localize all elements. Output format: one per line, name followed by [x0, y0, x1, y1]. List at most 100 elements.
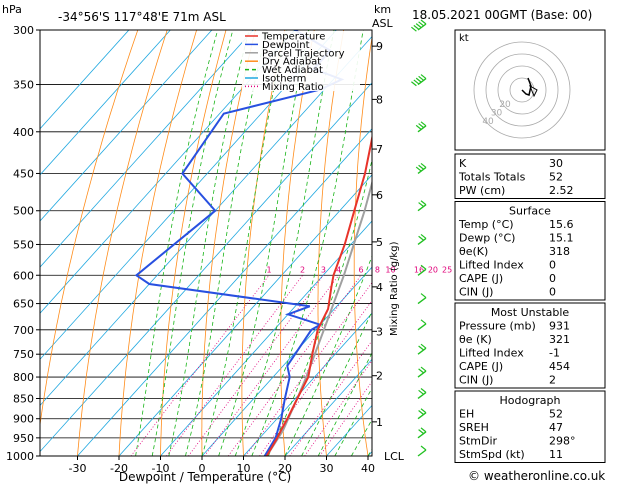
wind-barb	[417, 427, 427, 439]
panel-row-label: Temp (°C)	[458, 218, 514, 231]
wind-barb-flag	[415, 124, 422, 130]
hodograph-ring	[485, 53, 559, 127]
pressure-tick-label: 750	[13, 348, 34, 361]
legend-label: Temperature	[261, 32, 325, 43]
wind-barb	[417, 233, 427, 246]
wind-barb-flag	[418, 368, 424, 374]
wind-barb	[411, 19, 427, 32]
wind-barb-staff	[417, 166, 427, 175]
panel-row-value: 0	[549, 272, 556, 285]
mixing-ratio-label: 1	[266, 265, 271, 274]
hodograph-ring	[509, 77, 535, 103]
wind-barb-flag	[420, 343, 427, 349]
panel-row-value: 52	[549, 171, 563, 184]
dry-adiabat-line	[423, 30, 451, 456]
wind-barb	[417, 319, 427, 331]
temperature-tick-label: -20	[110, 462, 128, 475]
mixing-ratio-label: 6	[358, 265, 363, 274]
isotherm-line	[40, 82, 372, 453]
wind-barb-flag	[420, 74, 427, 80]
pressure-tick-label: 800	[13, 371, 34, 384]
isotherm-line	[40, 30, 296, 314]
wet-adiabat-line	[334, 387, 372, 456]
pressure-tick-label: 500	[13, 205, 34, 218]
wind-barb-flag	[418, 429, 424, 435]
temperature-tick-label: 40	[361, 462, 375, 475]
dry-adiabat-line	[118, 30, 197, 456]
panel-row-label: θe (K)	[459, 333, 492, 346]
hpa-label: hPa	[2, 3, 22, 16]
pressure-tick-label: 400	[13, 126, 34, 139]
legend-label: Mixing Ratio	[262, 82, 324, 93]
wind-barb-flag	[420, 200, 427, 206]
mixing-ratio-line	[188, 275, 324, 456]
panel-row-label: Totals Totals	[458, 171, 526, 184]
wind-barb-flag	[415, 23, 422, 29]
temperature-tick-label: 20	[278, 462, 292, 475]
panel-row-value: 15.6	[549, 218, 574, 231]
dry-adiabat-lines	[40, 30, 451, 456]
panel-title: Surface	[509, 205, 551, 218]
wind-barb-staff	[417, 431, 427, 439]
wind-barb	[417, 408, 427, 420]
panel-row-label: StmSpd (kt)	[459, 448, 525, 461]
wind-barb-flag	[418, 389, 424, 395]
panel-title: Hodograph	[500, 394, 561, 407]
x-axis-title: Dewpoint / Temperature (°C)	[119, 470, 291, 484]
km-label: km	[374, 3, 391, 16]
panel-row-value: 298°	[549, 435, 576, 448]
pressure-tick-label: 850	[13, 392, 34, 405]
legend-label: Dry Adiabat	[262, 57, 321, 68]
hodograph-ring	[497, 65, 547, 115]
wind-barb-staff	[417, 297, 427, 305]
height-tick-label: 9	[376, 40, 383, 53]
temperature-tick-label: -10	[152, 462, 170, 475]
wind-barb-flag	[418, 75, 424, 81]
wind-barb	[417, 388, 427, 400]
panel-title: Most Unstable	[491, 306, 570, 319]
panel-row-label: EH	[459, 408, 474, 421]
wind-barbs	[411, 19, 427, 457]
wind-barb-flag	[420, 162, 427, 168]
storm-motion-marker	[529, 84, 538, 98]
wind-barb-staff	[417, 268, 427, 276]
isotherm-line	[40, 30, 130, 130]
wind-barb-flag	[413, 79, 420, 85]
height-tick-label: 4	[376, 281, 383, 294]
wet-adiabat-line	[317, 352, 372, 456]
skewt-plot-area	[40, 30, 451, 456]
hodograph-ring-label: 30	[491, 108, 503, 118]
panel-row-label: θe(K)	[459, 245, 488, 258]
panel-row-label: CIN (J)	[459, 286, 493, 299]
pressure-tick-label: 1000	[6, 450, 34, 463]
wind-barb-flag	[418, 123, 424, 129]
info-panels: K 30 Totals Totals 52 PW (cm) 2.52 SurfaceTemp…	[454, 153, 606, 463]
dry-adiabat-line	[241, 30, 286, 456]
dry-adiabat-line	[77, 30, 168, 456]
isotherm-line	[40, 30, 213, 222]
mixing-ratio-line	[304, 360, 372, 456]
panel-row-value: 47	[549, 421, 563, 434]
wind-barb-staff	[417, 323, 427, 331]
pressure-tick-label: 900	[13, 413, 34, 426]
height-tick-label: 2	[376, 370, 383, 383]
wind-barb-flag	[413, 24, 420, 30]
asl-label: ASL	[372, 17, 394, 30]
pressure-tick-label: 600	[13, 269, 34, 282]
wind-barb	[415, 162, 427, 175]
wind-barb	[417, 366, 427, 378]
height-tick-label: 1	[376, 416, 383, 429]
panel-row-value: 2.52	[549, 184, 574, 197]
panel-row-label: CIN (J)	[459, 374, 493, 387]
wind-barb-flag	[420, 233, 427, 239]
height-tick-label: 7	[376, 143, 383, 156]
hodograph-ring-label: 20	[499, 100, 511, 110]
panel-row-value: 15.1	[549, 232, 574, 245]
datetime-label: 18.05.2021 00GMT (Base: 00)	[412, 8, 592, 22]
panel-row-label: Dewp (°C)	[459, 232, 515, 245]
wind-barb-flag	[420, 445, 427, 451]
temperature-tick-label: -30	[69, 462, 87, 475]
mixing-ratio-line	[245, 281, 372, 456]
panel-row-value: 0	[549, 286, 556, 299]
